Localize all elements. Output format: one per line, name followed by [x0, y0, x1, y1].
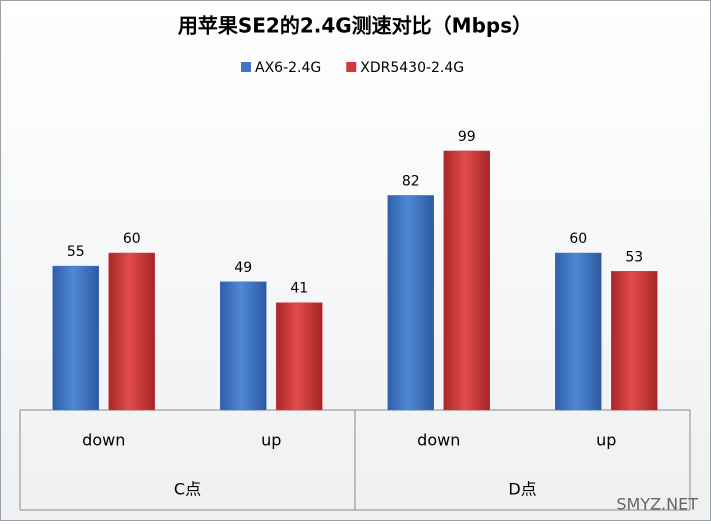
legend-label: XDR5430-2.4G: [360, 60, 464, 76]
bar: [220, 281, 267, 411]
chart-title: 用苹果SE2的2.4G测速对比（Mbps）: [178, 14, 532, 38]
bar: [276, 302, 323, 411]
value-label: 49: [234, 260, 252, 276]
legend-label: AX6-2.4G: [255, 60, 321, 76]
x-tick-label: up: [261, 431, 281, 450]
value-label: 53: [625, 249, 643, 265]
value-label: 99: [458, 129, 476, 145]
group-label: C点: [174, 480, 201, 499]
value-label: 82: [402, 173, 420, 189]
value-label: 55: [67, 244, 85, 260]
watermark: SMYZ.NET: [616, 495, 698, 514]
bar: [611, 271, 658, 411]
x-tick-label: down: [417, 431, 460, 450]
bar: [443, 150, 490, 411]
value-label: 60: [569, 231, 587, 247]
group-label: D点: [508, 480, 536, 499]
bar: [52, 265, 99, 411]
bar: [555, 252, 602, 411]
bar: [387, 195, 434, 411]
value-label: 60: [123, 231, 141, 247]
x-tick-label: up: [596, 431, 616, 450]
legend-swatch: [241, 62, 251, 72]
value-label: 41: [290, 281, 308, 297]
x-tick-label: down: [82, 431, 125, 450]
legend-swatch: [346, 62, 357, 72]
bar: [108, 252, 155, 411]
